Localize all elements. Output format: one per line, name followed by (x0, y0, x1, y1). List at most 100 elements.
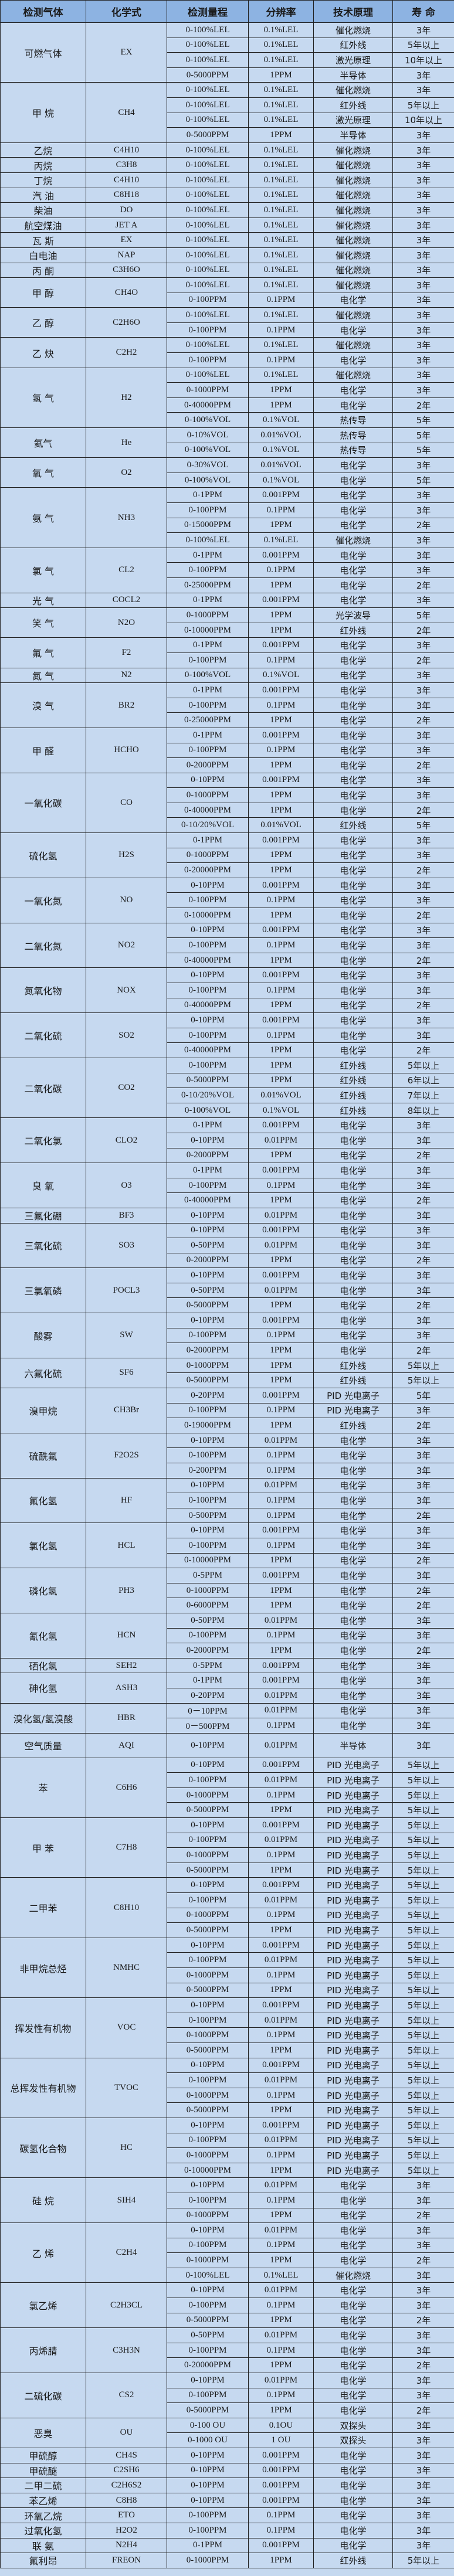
principle-cell: 电化学 (313, 397, 393, 413)
principle-cell: PID 光电离子 (313, 1388, 393, 1403)
range-cell: 0-5000PPM (167, 1372, 249, 1389)
resolution-cell: 0.001PPM (248, 1117, 314, 1133)
lifetime-cell: 5年以上 (392, 1802, 454, 1819)
range-cell: 0-200PPM (167, 1463, 249, 1479)
table-row: 0-1000PPM 0.1PPM PID 光电离子 5年以上 (1, 2027, 454, 2043)
resolution-cell: 0.1PPM (248, 742, 314, 759)
resolution-cell: 0.1%VOL (248, 442, 314, 458)
range-cell: 0-100%LEL (167, 307, 249, 323)
resolution-cell: 0.1%LEL (248, 277, 314, 293)
range-cell: 0-100PPM (167, 1027, 249, 1044)
formula-cell: EX (86, 232, 167, 248)
header-range: 检测量程 (167, 0, 249, 23)
formula-cell: He (86, 427, 167, 458)
table-row: 氟 气 F2 0-1PPM 0.001PPM 电化学 3年 (0, 637, 454, 668)
principle-cell: PID 光电离子 (313, 1817, 393, 1833)
table-row: 丙 酮 C3H6O 0-100%LEL 0.1%LEL 催化燃烧 3年 (0, 262, 454, 278)
table-row: 0-50PPM 0.01PPM 电化学 3年 (1, 1238, 454, 1253)
range-cell: 0-40000PPM (167, 397, 249, 413)
header-resolution: 分辨率 (248, 0, 314, 23)
table-row: 0-1000PPM 1PPM 电化学 2年 (1, 2252, 454, 2268)
resolution-cell: 0.1%LEL (248, 247, 314, 263)
principle-cell: 催化燃烧 (313, 172, 393, 188)
principle-cell: 电化学 (313, 1582, 393, 1599)
range-cell: 0-40000PPM (167, 997, 249, 1014)
formula-cell: H2 (86, 367, 167, 429)
lifetime-cell: 3年 (392, 592, 454, 609)
principle-cell: 催化燃烧 (313, 202, 393, 218)
resolution-cell: 0.001PPM (248, 1877, 314, 1894)
gas-name-cell: 三氧化硫 (0, 1222, 86, 1269)
resolution-cell: 0.01PPM (248, 1477, 314, 1494)
lifetime-cell: 3年 (392, 2507, 454, 2523)
lifetime-cell: 3年 (392, 337, 454, 354)
lifetime-cell: 5年以上 (392, 1832, 454, 1848)
table-row: 氯乙烯 C2H3CL 0-10PPM 0.01PPM 电化学 3年 (0, 2282, 454, 2329)
table-row: 乙 炔 C2H2 0-100%LEL 0.1%LEL 催化燃烧 3年 (0, 337, 454, 368)
principle-cell: 电化学 (313, 2177, 393, 2193)
gas-name-cell: 总挥发性有机物 (0, 2057, 86, 2118)
principle-cell: 红外线 (313, 37, 393, 53)
formula-cell: C2H6O (86, 307, 167, 338)
resolution-cell: 0.01PPM (248, 1772, 314, 1788)
resolution-cell: 0.1%LEL (248, 142, 314, 158)
resolution-cell: 0.1PPM (248, 1027, 314, 1044)
lifetime-cell: 5年 (392, 442, 454, 458)
principle-cell: 电化学 (313, 2237, 393, 2254)
table-row: 恶臭 OU 0-100 OU 0.1OU 双探头 3年 (0, 2417, 454, 2449)
lifetime-cell: 5年以上 (392, 2072, 454, 2088)
resolution-cell: 0.1%LEL (248, 532, 314, 548)
range-cell: 0-1000PPM (167, 2553, 249, 2568)
principle-cell: 电化学 (313, 772, 393, 789)
range-cell: 0-100PPM (167, 1057, 249, 1073)
table-row: 六氟化硫 SF6 0-1000PPM 1PPM 红外线 5年以上 (0, 1357, 454, 1389)
table-row: 苯乙烯 C8H8 0-10PPM 0.001PPM 电化学 3年 (0, 2492, 454, 2509)
lifetime-cell: 3年 (392, 1493, 454, 1508)
resolution-cell: 1PPM (248, 2162, 314, 2179)
gas-name-cell: 二氧化碳 (0, 1057, 86, 1119)
range-cell: 0-100%LEL (167, 367, 249, 383)
resolution-cell: 0.001PPM (248, 2117, 314, 2133)
lifetime-cell: 3年 (392, 697, 454, 713)
table-row: 氟化氢 HF 0-10PPM 0.01PPM 电化学 3年 (0, 1477, 454, 1524)
formula-cell: C2H6S2 (86, 2478, 167, 2493)
table-row: 白电油 NAP 0-100%LEL 0.1%LEL 催化燃烧 3年 (0, 247, 454, 263)
lifetime-cell: 3年 (392, 1463, 454, 1479)
principle-cell: 电化学 (313, 1627, 393, 1644)
range-cell: 0-10PPM (167, 2492, 249, 2509)
table-row: 0-5000PPM 1PPM 红外线 5年以上 (1, 1372, 454, 1389)
formula-cell: C3H8 (86, 157, 167, 173)
range-cell: 0-100PPM (167, 1627, 249, 1644)
table-row: 丙烯腈 C3H3N 0-50PPM 0.01PPM 电化学 3年 (0, 2327, 454, 2374)
principle-cell: 电化学 (313, 1267, 393, 1283)
range-cell: 0－500PPM (167, 1718, 249, 1734)
range-cell: 0-10PPM (167, 1012, 249, 1028)
principle-cell: 催化燃烧 (313, 262, 393, 278)
range-cell: 0-100PPM (167, 1952, 249, 1968)
resolution-cell: 0.001PPM (248, 727, 314, 743)
principle-cell: 电化学 (313, 2492, 393, 2509)
gas-name-cell: 三氟化硼 (0, 1207, 86, 1224)
range-cell: 0-100PPM (167, 2387, 249, 2404)
gas-name-cell: 甲 烷 (0, 82, 86, 143)
gas-name-cell: 碳氢化合物 (0, 2117, 86, 2179)
table-row: 0-1000PPM 0.1PPM PID 光电离子 5年以上 (1, 2087, 454, 2103)
range-cell: 0-10PPM (167, 1817, 249, 1833)
table-row: 乙 烯 C2H4 0-10PPM 0.01PPM 电化学 3年 (0, 2222, 454, 2283)
range-cell: 0-6000PPM (167, 1598, 249, 1613)
lifetime-cell: 3年 (392, 2462, 454, 2479)
range-cell: 0-100PPM (167, 2507, 249, 2523)
principle-cell: 激光原理 (313, 52, 393, 68)
gas-name-cell: 氟化氢 (0, 1477, 86, 1524)
table-row: 0-5000PPM 1PPM PID 光电离子 5年以上 (1, 1982, 454, 1999)
formula-cell: JET A (86, 217, 167, 233)
range-cell: 0-5000PPM (167, 1072, 249, 1089)
range-cell: 0-40000PPM (167, 952, 249, 968)
resolution-cell: 0.1PPM (248, 1847, 314, 1863)
formula-cell: C2H4 (86, 2222, 167, 2283)
lifetime-cell: 2年 (392, 517, 454, 533)
formula-cell: C2SH6 (86, 2462, 167, 2479)
resolution-cell: 0.1PPM (248, 2298, 314, 2313)
lifetime-cell: 3年 (392, 637, 454, 653)
range-cell: 0-40000PPM (167, 1042, 249, 1058)
